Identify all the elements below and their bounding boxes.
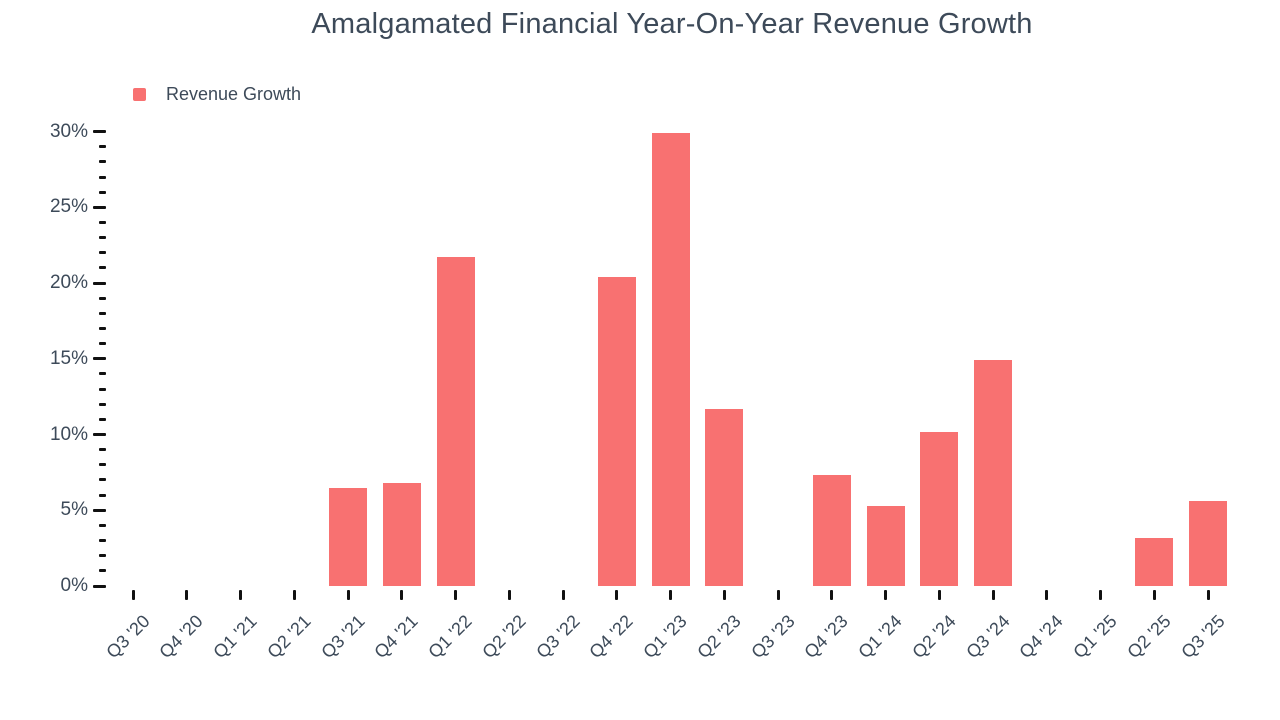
y-axis-tick-label: 0% — [60, 575, 88, 596]
y-axis-minor-tick — [99, 478, 106, 482]
x-axis-tick-label: Q1 '25 — [1069, 611, 1121, 663]
y-axis-major-tick — [93, 508, 106, 512]
x-axis-tick-label: Q4 '24 — [1015, 611, 1067, 663]
y-axis-tick-label: 30% — [49, 120, 88, 142]
bar-q1-23[interactable] — [651, 133, 690, 586]
y-axis-tick-label: 25% — [49, 196, 88, 218]
y-axis-minor-tick — [99, 342, 106, 346]
x-axis-tick — [1099, 590, 1102, 600]
y-axis-tick-label: 20% — [49, 272, 88, 294]
x-axis-tick — [185, 590, 189, 600]
y-axis-minor-tick — [99, 175, 106, 179]
x-axis-tick — [884, 590, 887, 600]
y-axis-minor-tick — [99, 190, 106, 194]
bar-q4-22[interactable] — [597, 277, 636, 586]
x-axis-tick-label: Q3 '22 — [531, 611, 584, 663]
y-axis-minor-tick — [99, 372, 106, 376]
y-axis-minor-tick — [99, 463, 106, 467]
y-axis-minor-tick — [99, 448, 106, 452]
y-axis-minor-tick — [99, 569, 106, 573]
bar-q3-21[interactable] — [329, 487, 367, 586]
y-axis-minor-tick — [99, 220, 106, 224]
x-axis-tick — [991, 590, 995, 600]
x-axis-tick — [131, 590, 135, 600]
x-axis-tick-label: Q3 '20 — [101, 611, 154, 663]
x-axis-tick-label: Q3 '25 — [1176, 611, 1229, 663]
y-axis-tick-label: 15% — [49, 347, 88, 369]
legend-item-revenue-growth[interactable]: Revenue Growth — [133, 84, 301, 105]
x-axis-tick-label: Q2 '22 — [478, 611, 530, 663]
x-axis-tick — [454, 590, 457, 600]
x-axis-tick — [1152, 590, 1156, 600]
y-axis-major-tick — [93, 205, 106, 209]
y-axis-major-tick — [93, 130, 106, 134]
y-axis-minor-tick — [99, 327, 106, 331]
x-axis-tick — [722, 590, 726, 600]
x-axis-tick-label: Q2 '25 — [1123, 611, 1175, 663]
legend-label: Revenue Growth — [166, 84, 302, 104]
x-axis-tick-label: Q4 '20 — [155, 611, 207, 663]
x-axis-tick — [937, 590, 941, 600]
y-axis-minor-tick — [99, 251, 106, 255]
bar-q4-23[interactable] — [812, 475, 851, 586]
bar-q3-24[interactable] — [974, 360, 1012, 586]
x-axis-tick-label: Q4 '23 — [800, 611, 852, 663]
bar-q1-24[interactable] — [866, 505, 905, 586]
y-axis-minor-tick — [99, 236, 106, 240]
legend-marker-icon — [133, 88, 146, 101]
bar-q4-21[interactable] — [382, 483, 421, 586]
y-axis-minor-tick — [99, 554, 106, 558]
y-axis-minor-tick — [99, 387, 106, 391]
x-axis-tick — [615, 590, 619, 600]
x-axis-tick-label: Q1 '22 — [424, 611, 476, 663]
y-axis-tick-label: 10% — [49, 423, 88, 445]
x-axis-tick — [561, 590, 565, 600]
x-axis-tick-label: Q3 '21 — [316, 611, 369, 663]
x-axis-tick — [346, 590, 350, 600]
y-axis-major-tick — [93, 357, 106, 361]
x-axis-tick-label: Q2 '21 — [263, 611, 315, 663]
y-axis-minor-tick — [99, 417, 106, 421]
x-axis-tick — [292, 590, 296, 600]
x-axis-tick-label: Q2 '24 — [908, 611, 960, 663]
y-axis-major-tick — [93, 281, 106, 285]
x-axis-tick-label: Q3 '23 — [746, 611, 799, 663]
x-axis-tick-label: Q4 '21 — [370, 611, 422, 663]
y-axis-tick-label: 5% — [60, 499, 88, 521]
x-axis-tick — [1206, 590, 1210, 600]
x-axis-tick-label: Q4 '22 — [585, 611, 637, 663]
y-axis-minor-tick — [99, 160, 106, 164]
y-axis-minor-tick — [99, 266, 106, 270]
x-axis-tick — [507, 590, 511, 600]
x-axis-tick-label: Q1 '24 — [854, 611, 906, 663]
bar-q3-25[interactable] — [1189, 501, 1227, 586]
x-axis-tick-label: Q2 '23 — [693, 611, 745, 663]
bar-q2-24[interactable] — [920, 431, 959, 586]
y-axis-major-tick — [93, 433, 106, 437]
y-axis-minor-tick — [99, 493, 106, 497]
y-axis-minor-tick — [99, 145, 106, 149]
bar-q1-22[interactable] — [436, 257, 475, 586]
y-axis-minor-tick — [99, 539, 106, 543]
x-axis-tick-label: Q1 '23 — [639, 611, 691, 663]
y-axis-minor-tick — [99, 402, 106, 406]
x-axis-tick — [400, 590, 404, 600]
x-axis-tick — [239, 590, 242, 600]
x-axis-tick-label: Q1 '21 — [209, 611, 261, 663]
chart-title: Amalgamated Financial Year-On-Year Reven… — [311, 8, 1033, 40]
bar-q2-25[interactable] — [1135, 537, 1174, 586]
x-axis-tick — [776, 590, 780, 600]
x-axis-tick-label: Q3 '24 — [961, 611, 1014, 663]
y-axis-major-tick — [93, 584, 106, 588]
x-axis-tick — [669, 590, 672, 600]
bar-q2-23[interactable] — [705, 408, 744, 586]
x-axis-tick — [1045, 590, 1049, 600]
y-axis-minor-tick — [99, 311, 106, 315]
y-axis-minor-tick — [99, 296, 106, 300]
x-axis-tick — [830, 590, 834, 600]
y-axis-minor-tick — [99, 523, 106, 527]
